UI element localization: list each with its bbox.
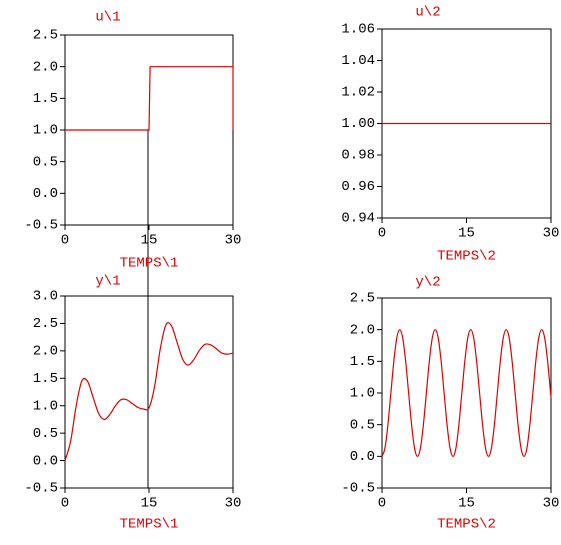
y-tick-label: 1.5 [33,371,58,387]
y-tick-label: 0.98 [341,148,375,164]
y-tick-label: -0.5 [24,218,58,234]
y-tick-label: 1.02 [341,85,375,101]
data-line [65,66,234,131]
x-tick-label: 0 [378,226,386,242]
x-tick-label: 30 [543,496,560,512]
y-tick-label: 0.94 [341,211,375,227]
x-tick-label: 15 [458,496,475,512]
y-tick-label: 2.5 [350,291,375,307]
x-tick-label: 15 [458,226,475,242]
y-tick-label: 2.0 [350,322,375,338]
x-axis-label: TEMPS\2 [437,249,496,265]
y-tick-label: 1.0 [33,398,58,414]
y-tick-label: 0.5 [33,426,58,442]
y-tick-label: 0.0 [33,186,58,202]
y-tick-label: 1.5 [33,91,58,107]
data-line [64,322,234,461]
plot-frame [64,295,234,489]
y-tick-label: -0.5 [24,481,58,497]
chart-title: u\2 [415,5,440,21]
x-tick-label: 15 [141,496,158,512]
y-tick-label: 3.0 [33,289,58,305]
x-tick-label: 15 [141,233,158,249]
y-tick-label: 2.0 [33,344,58,360]
x-tick-label: 0 [378,496,386,512]
y-tick-label: 0.0 [350,449,375,465]
y-tick-label: 1.04 [341,53,375,69]
x-axis-label: TEMPS\2 [437,517,496,533]
y-tick-label: 2.5 [33,28,58,44]
y-tick-label: 0.0 [33,453,58,469]
x-tick-label: 0 [61,496,69,512]
data-line [381,329,552,457]
y-tick-label: 0.96 [341,179,375,195]
x-tick-label: 0 [61,233,69,249]
y-tick-label: 0.5 [350,417,375,433]
x-tick-label: 30 [543,226,560,242]
x-tick-label: 30 [225,496,242,512]
x-tick-label: 30 [225,233,242,249]
y-tick-label: 0.5 [33,154,58,170]
x-axis-label: TEMPS\1 [120,256,179,272]
y-tick-label: 1.5 [350,354,375,370]
y-tick-label: -0.5 [341,481,375,497]
y-tick-label: 1.0 [33,123,58,139]
x-axis-label: TEMPS\1 [120,517,179,533]
y-tick-label: 1.0 [350,386,375,402]
y-tick-label: 2.0 [33,59,58,75]
chart-title: u\1 [95,10,120,26]
y-tick-label: 1.06 [341,22,375,38]
chart-title: y\2 [415,275,440,291]
y-tick-label: 2.5 [33,316,58,332]
chart-title: y\1 [95,274,120,290]
plot-frame [381,297,552,489]
y-tick-label: 1.00 [341,116,375,132]
